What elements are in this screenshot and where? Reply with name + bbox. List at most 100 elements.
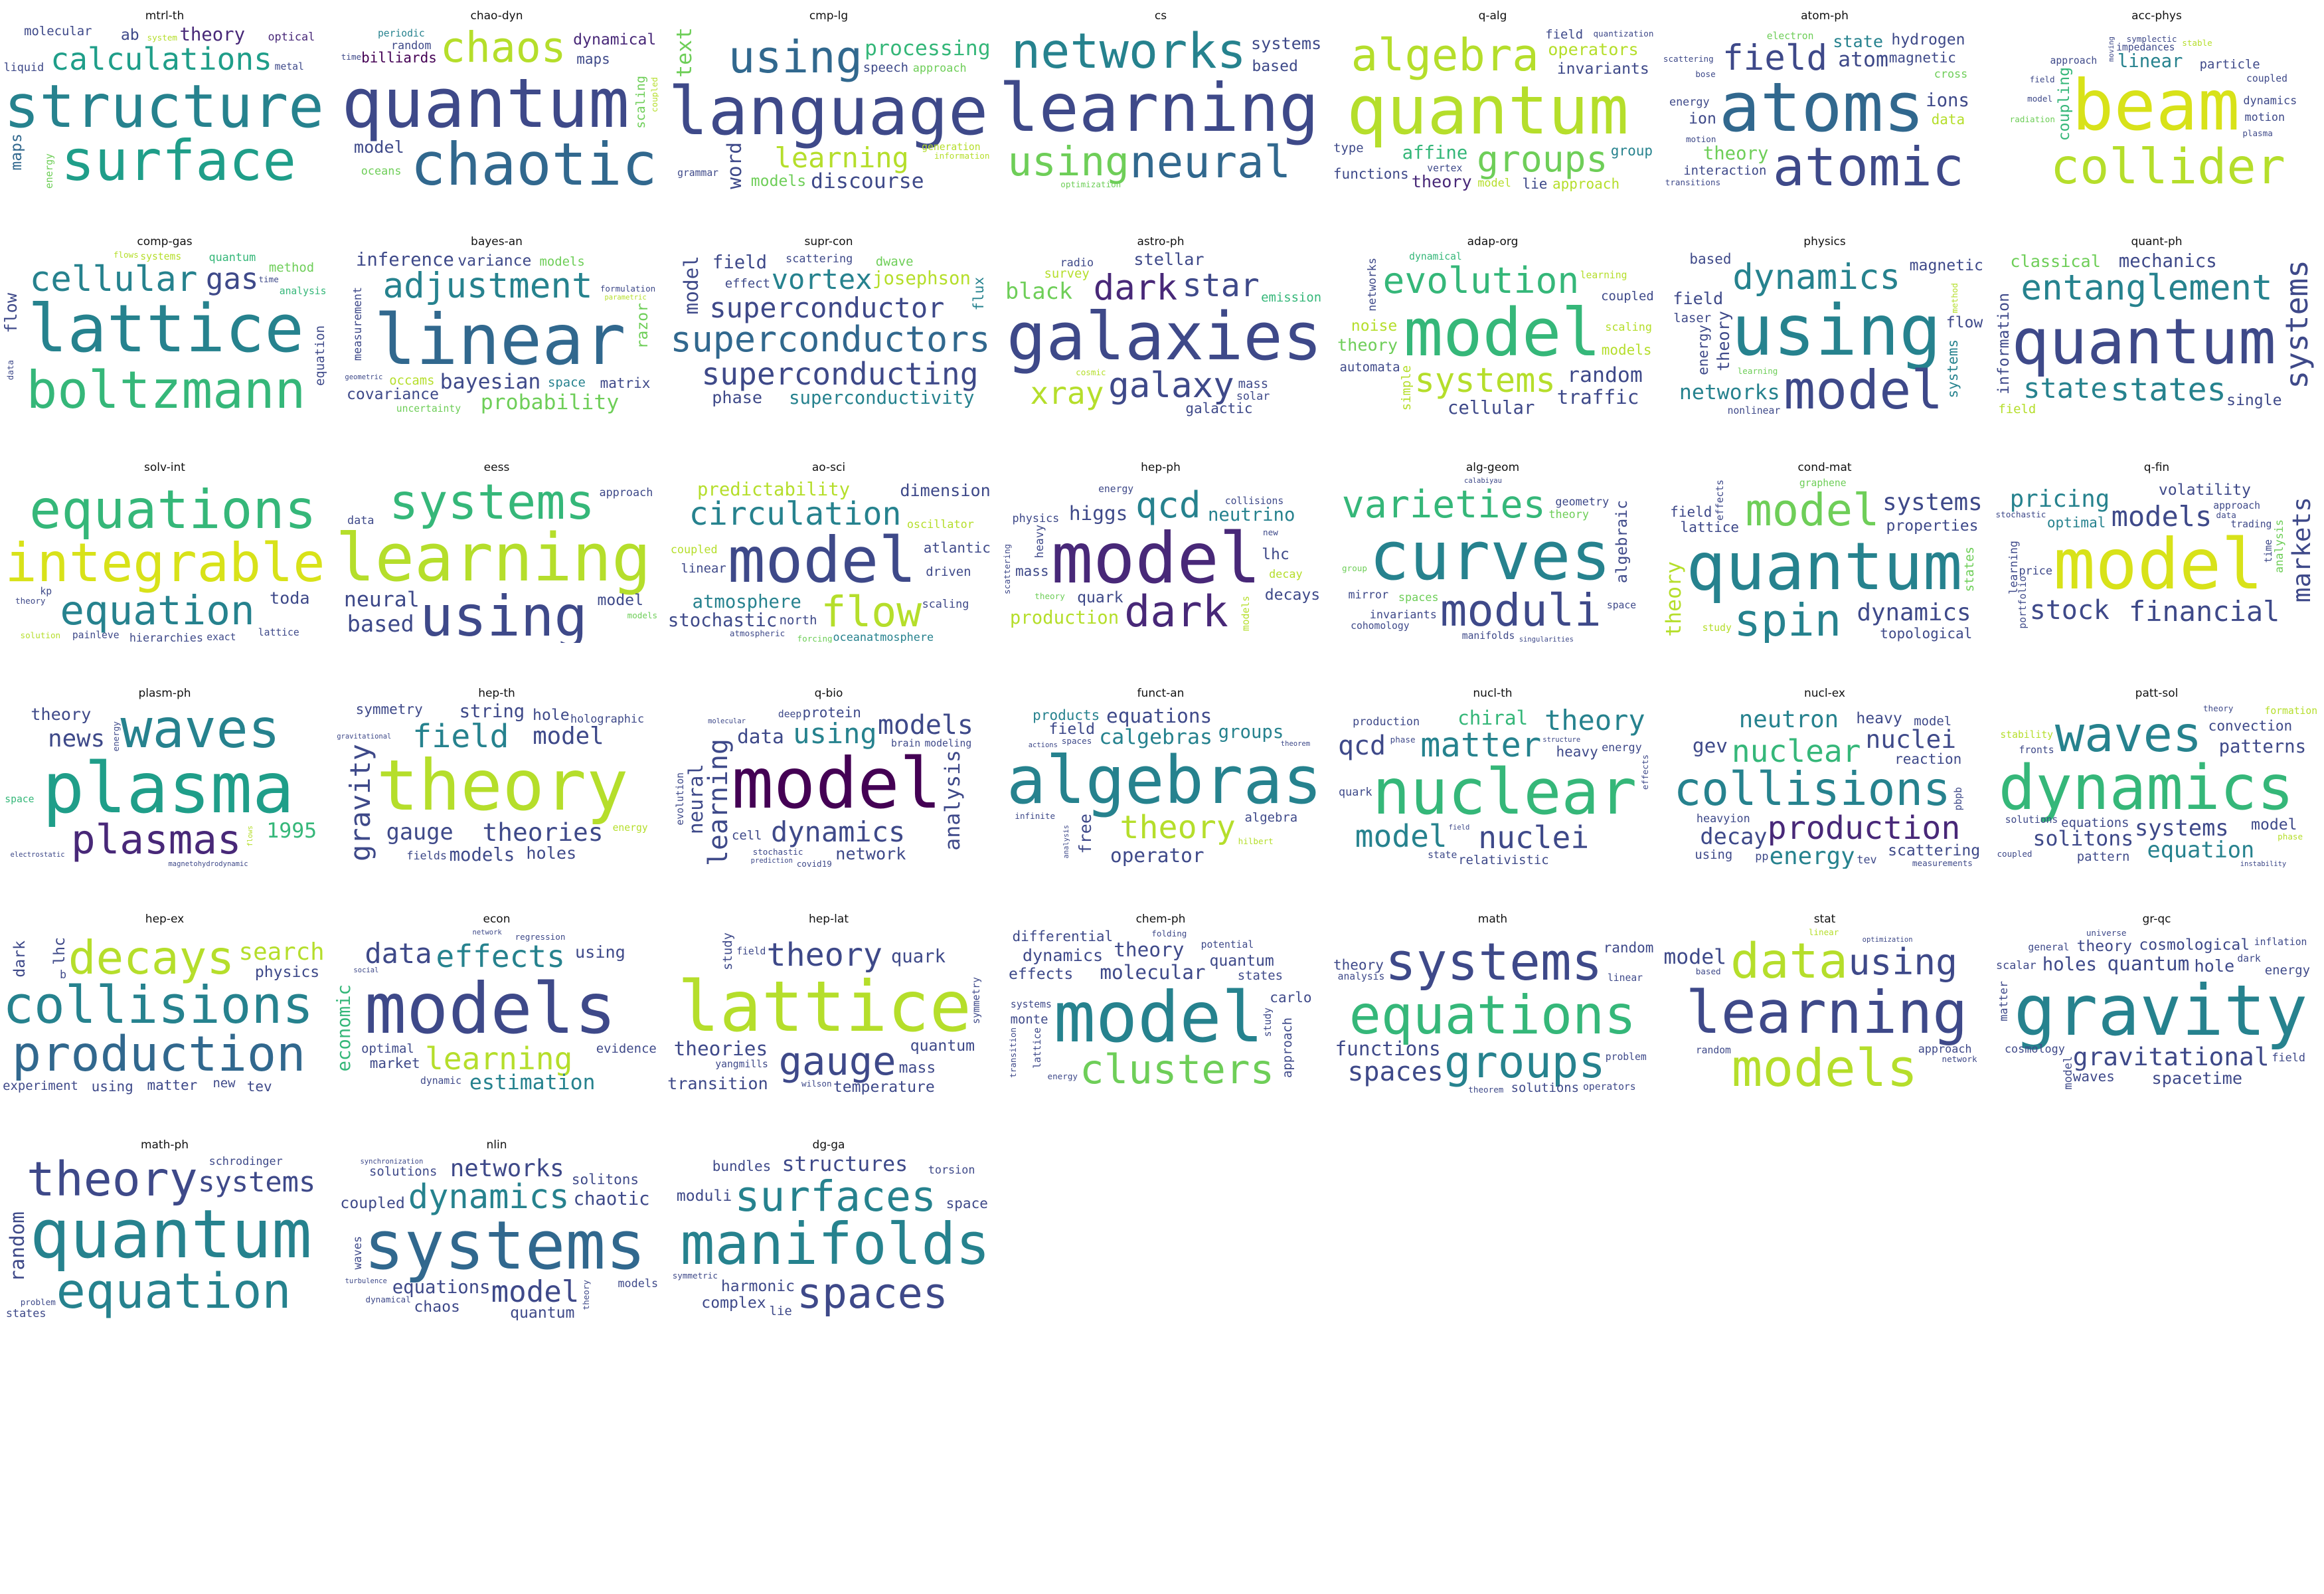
cloud-word: stability: [2000, 729, 2054, 741]
wordcloud-panel: mtrl-th structure surface calculations theor…: [3, 9, 327, 195]
cloud-word: circulation: [689, 495, 902, 533]
cloud-word: networks: [1679, 381, 1780, 405]
cloud-word: model: [2053, 524, 2264, 606]
word-cloud: quantum chaotic chaos model dynamical billiar…: [335, 25, 659, 191]
cloud-word: equation: [313, 325, 327, 386]
cloud-word: star: [1182, 267, 1260, 305]
cloud-word: measurements: [1912, 857, 1973, 868]
cloud-word: equation: [60, 587, 255, 635]
wordcloud-panel: funct-an algebras theory calgebras equations…: [999, 687, 1323, 873]
cloud-word: modeling: [924, 738, 972, 750]
cloud-word: model: [1784, 359, 1944, 417]
panel-title: gr-qc: [2142, 913, 2171, 926]
cloud-word: flows: [113, 251, 139, 260]
cloud-word: metal: [274, 60, 304, 72]
cloud-word: stochastic: [667, 610, 778, 632]
cloud-word: coupled: [340, 1194, 405, 1212]
cloud-word: monte: [1010, 1012, 1048, 1027]
cloud-word: energy: [612, 822, 648, 834]
cloud-word: theory: [1035, 590, 1065, 601]
word-cloud: systems dynamics model networks equations cha…: [335, 1154, 659, 1320]
cloud-word: chaotic: [410, 130, 657, 191]
cloud-word: production: [1353, 715, 1420, 728]
cloud-word: time: [341, 52, 362, 62]
cloud-word: phase: [1390, 734, 1416, 745]
cloud-word: brain: [890, 737, 921, 749]
cloud-word: spaces: [1061, 736, 1092, 747]
cloud-word: uncertainty: [396, 403, 461, 415]
cloud-word: molecular: [1100, 960, 1206, 984]
cloud-word: coupled: [1997, 849, 2033, 859]
cloud-word: using: [1695, 847, 1733, 862]
cloud-word: models: [627, 610, 658, 620]
cloud-word: based: [1695, 966, 1721, 976]
cloud-word: dynamics: [408, 1176, 570, 1216]
panel-title: ao-sci: [811, 461, 846, 474]
cloud-word: approach: [1552, 176, 1620, 191]
cloud-word: approach: [1280, 1018, 1295, 1079]
cloud-word: stable: [2182, 37, 2212, 48]
cloud-word: vortex: [771, 262, 872, 296]
cloud-word: harmonic: [720, 1278, 795, 1296]
cloud-word: dark: [1093, 268, 1178, 309]
cloud-word: network: [472, 929, 502, 936]
cloud-word: decays: [1264, 586, 1321, 604]
cloud-word: graphene: [1799, 477, 1847, 489]
panel-title: hep-ph: [1141, 461, 1181, 474]
cloud-word: field: [1545, 27, 1584, 42]
cloud-word: energy: [1047, 1071, 1078, 1082]
cloud-word: networks: [1011, 25, 1246, 80]
cloud-word: energy: [2264, 962, 2311, 978]
word-cloud: manifolds surfaces spaces structures harmoni…: [667, 1154, 991, 1320]
panel-title: q-alg: [1478, 9, 1507, 23]
cloud-word: production: [11, 1026, 306, 1083]
cloud-word: solitons: [571, 1172, 639, 1188]
cloud-word: equation: [56, 1263, 291, 1320]
cloud-word: waves: [350, 1235, 364, 1270]
cloud-word: systems: [1385, 932, 1603, 993]
cloud-word: lattice: [1031, 1027, 1043, 1069]
cloud-word: plasma: [42, 747, 295, 829]
cloud-word: surfaces: [734, 1172, 936, 1221]
cloud-word: based: [1252, 58, 1298, 76]
cloud-word: mechanics: [2118, 251, 2217, 272]
panel-title: acc-phys: [2131, 9, 2182, 23]
word-cloud: nuclear matter nuclei model theory qcd chiral h…: [1331, 703, 1655, 869]
cloud-word: motion: [2244, 110, 2285, 124]
cloud-word: products: [1033, 707, 1100, 723]
cloud-word: theory: [1544, 703, 1645, 737]
cloud-word: systems: [1944, 339, 1961, 398]
cloud-word: space: [946, 1195, 988, 1211]
wordcloud-panel: q-bio model dynamics using models learning ana…: [667, 687, 991, 873]
cloud-word: theory: [1548, 507, 1589, 521]
cloud-word: decays: [68, 931, 235, 985]
cloud-word: random: [1695, 1044, 1731, 1056]
cloud-word: group: [1610, 143, 1653, 159]
panel-title: dg-ga: [812, 1138, 845, 1152]
cloud-word: toda: [269, 588, 310, 608]
cloud-word: parametric: [604, 294, 647, 302]
cloud-word: coupled: [670, 542, 718, 556]
cloud-word: cosmology: [2004, 1041, 2065, 1055]
cloud-word: effects: [1714, 480, 1726, 521]
panel-title: nucl-th: [1473, 687, 1513, 700]
cloud-word: grammar: [677, 167, 719, 179]
cloud-word: oceans: [361, 164, 402, 178]
cloud-word: moving: [2107, 37, 2116, 62]
cloud-word: scalar: [1996, 958, 2036, 972]
cloud-word: learning: [1737, 366, 1778, 377]
word-cloud: model models financial stock markets pricing v…: [1995, 477, 2319, 643]
cloud-word: space: [5, 793, 35, 805]
cloud-word: superconductivity: [789, 388, 975, 409]
wordcloud-panel: chem-ph model clusters molecular theory dynam…: [999, 913, 1323, 1099]
cloud-word: carlo: [1270, 990, 1312, 1006]
word-cloud: algebras theory calgebras equations operator…: [999, 703, 1323, 869]
cloud-word: approach: [2050, 55, 2098, 67]
cloud-word: system: [147, 33, 177, 43]
cloud-word: temperature: [833, 1078, 935, 1095]
cloud-word: field: [2029, 74, 2055, 84]
cloud-word: equations: [29, 478, 317, 541]
wordcloud-panel: quant-ph quantum entanglement states systems…: [1995, 235, 2319, 421]
cloud-word: scaling: [1605, 319, 1652, 333]
cloud-word: models: [877, 710, 973, 741]
